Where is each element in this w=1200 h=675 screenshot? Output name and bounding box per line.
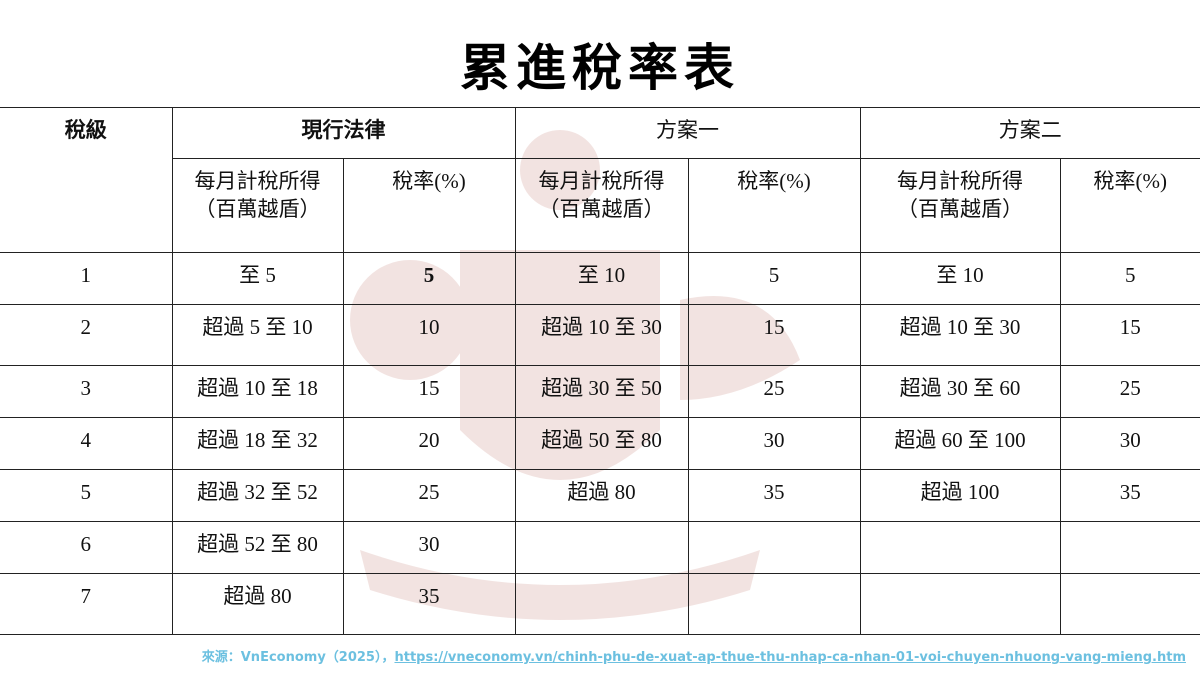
- cell-c-inc: 超過 10 至 18: [171, 365, 344, 418]
- table-row: 3 超過 10 至 18 15 超過 30 至 50 25 超過 30 至 60 25: [0, 365, 1200, 418]
- cell-p1-inc: [514, 521, 689, 574]
- table-row: 4 超過 18 至 32 20 超過 50 至 80 30 超過 60 至 100 30: [0, 417, 1200, 470]
- cell-level: 5: [0, 469, 173, 522]
- cell-level: 4: [0, 417, 173, 470]
- cell-c-inc: 至 5: [171, 252, 344, 305]
- table-row: 6 超過 52 至 80 30: [0, 521, 1200, 574]
- income-subheader-line2: （百萬越盾）: [194, 197, 321, 221]
- cell-c-rate: 30: [342, 521, 516, 574]
- cell-p2-rate: 25: [1059, 365, 1200, 418]
- cell-c-inc: 超過 80: [171, 573, 344, 635]
- cell-level: 2: [0, 304, 173, 366]
- cell-p2-inc: 至 10: [859, 252, 1061, 305]
- cell-p2-rate: 35: [1059, 469, 1200, 522]
- cell-p2-inc: 超過 100: [859, 469, 1061, 522]
- income-subheader-line2: （百萬越盾）: [538, 197, 665, 221]
- cell-p1-inc: 超過 30 至 50: [514, 365, 689, 418]
- cell-p2-inc: 超過 60 至 100: [859, 417, 1061, 470]
- page-title: 累進稅率表: [460, 39, 740, 97]
- table-row: 7 超過 80 35: [0, 573, 1200, 635]
- cell-p2-rate: [1059, 573, 1200, 635]
- table-row: 5 超過 32 至 52 25 超過 80 35 超過 100 35: [0, 469, 1200, 522]
- cell-p1-rate: 15: [687, 304, 861, 366]
- cell-c-inc: 超過 32 至 52: [171, 469, 344, 522]
- source-note: 來源：VnEconomy（2025），https://vneconomy.vn/…: [202, 646, 1186, 665]
- cell-p1-rate: 35: [687, 469, 861, 522]
- income-subheader-line1: 每月計稅所得: [194, 169, 321, 193]
- rate-subheader: 稅率(%): [1059, 158, 1200, 253]
- cell-p2-rate: 30: [1059, 417, 1200, 470]
- cell-p1-inc: [514, 573, 689, 635]
- cell-level: 7: [0, 573, 173, 635]
- income-subheader-line1: 每月計稅所得: [538, 169, 665, 193]
- table-row: 2 超過 5 至 10 10 超過 10 至 30 15 超過 10 至 30 15: [0, 304, 1200, 366]
- cell-c-rate: 5: [342, 252, 516, 305]
- group-plan-2: 方案二: [859, 107, 1200, 159]
- cell-p2-rate: 5: [1059, 252, 1200, 305]
- cell-c-rate: 35: [342, 573, 516, 635]
- group-plan-1: 方案一: [514, 107, 861, 159]
- cell-c-rate: 20: [342, 417, 516, 470]
- cell-p2-inc: [859, 521, 1061, 574]
- cell-p2-inc: 超過 10 至 30: [859, 304, 1061, 366]
- cell-p1-rate: 5: [687, 252, 861, 305]
- cell-level: 6: [0, 521, 173, 574]
- tax-rate-table: 稅級 現行法律 方案一 方案二 每月計稅所得 （百萬越盾） 稅率(%) 每月計稅所得 （…: [0, 107, 1200, 635]
- source-prefix: 來源：VnEconomy（2025），: [201, 650, 395, 665]
- cell-p1-rate: 30: [687, 417, 861, 470]
- cell-p2-inc: 超過 30 至 60: [859, 365, 1061, 418]
- group-current-law: 現行法律: [171, 107, 516, 159]
- income-subheader-line2: （百萬越盾）: [897, 197, 1023, 221]
- source-link[interactable]: https://vneconomy.vn/chinh-phu-de-xuat-a…: [394, 650, 1186, 665]
- income-subheader: 每月計稅所得 （百萬越盾）: [859, 158, 1061, 253]
- cell-p1-inc: 超過 80: [514, 469, 689, 522]
- rate-subheader: 稅率(%): [342, 158, 516, 253]
- cell-p2-rate: 15: [1059, 304, 1200, 366]
- cell-p1-rate: [687, 573, 861, 635]
- cell-c-rate: 15: [342, 365, 516, 418]
- cell-c-inc: 超過 52 至 80: [171, 521, 344, 574]
- cell-c-inc: 超過 5 至 10: [171, 304, 344, 366]
- cell-p1-inc: 至 10: [514, 252, 689, 305]
- cell-level: 1: [0, 252, 173, 305]
- cell-p1-rate: [687, 521, 861, 574]
- cell-c-rate: 25: [342, 469, 516, 522]
- cell-p1-inc: 超過 10 至 30: [514, 304, 689, 366]
- cell-p2-rate: [1059, 521, 1200, 574]
- rate-subheader: 稅率(%): [687, 158, 861, 253]
- cell-c-inc: 超過 18 至 32: [171, 417, 344, 470]
- level-header: 稅級: [0, 107, 173, 253]
- cell-level: 3: [0, 365, 173, 418]
- income-subheader: 每月計稅所得 （百萬越盾）: [514, 158, 689, 253]
- cell-p1-rate: 25: [687, 365, 861, 418]
- cell-p2-inc: [859, 573, 1061, 635]
- income-subheader-line1: 每月計稅所得: [897, 169, 1023, 193]
- cell-p1-inc: 超過 50 至 80: [514, 417, 689, 470]
- cell-c-rate: 10: [342, 304, 516, 366]
- income-subheader: 每月計稅所得 （百萬越盾）: [172, 158, 344, 253]
